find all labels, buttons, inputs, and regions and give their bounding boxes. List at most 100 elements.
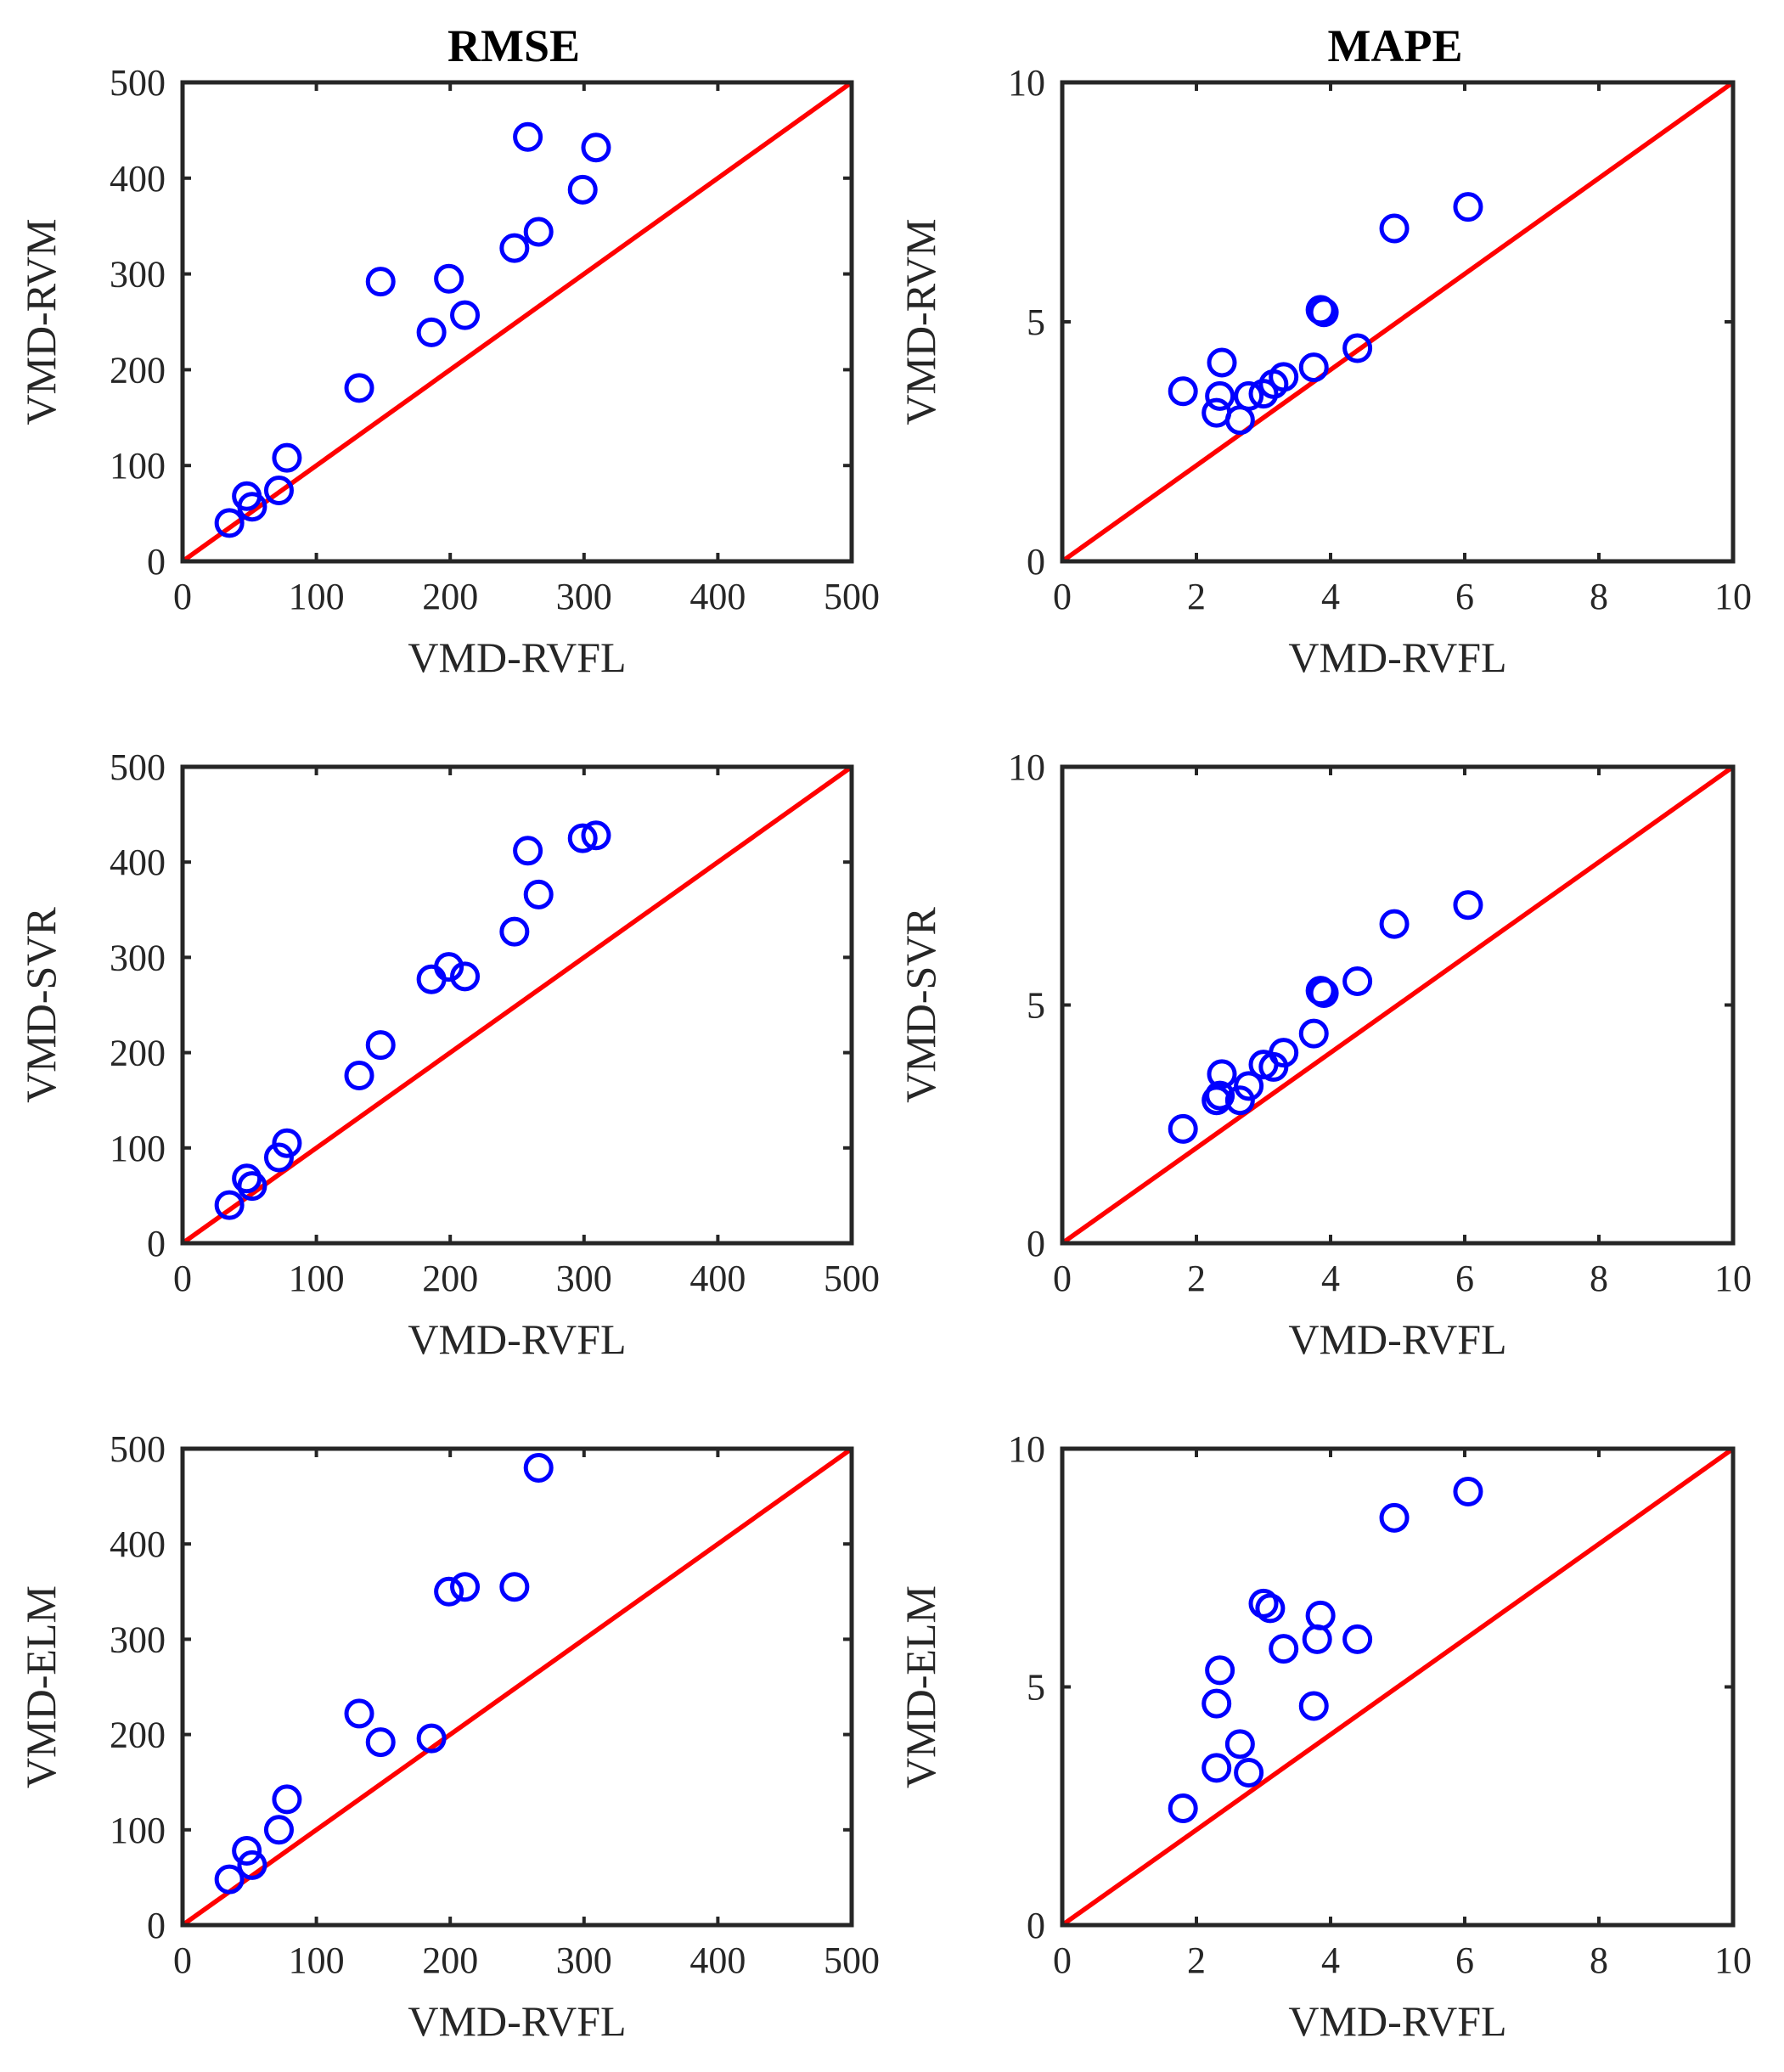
scatter-point-9 — [1298, 1691, 1329, 1721]
y-tick-label: 500 — [110, 746, 166, 788]
plot-frame — [180, 764, 854, 1246]
diagonal-reference-line — [181, 1446, 853, 1928]
scatter-point-4 — [272, 1784, 302, 1815]
scatter-point-3 — [263, 1142, 294, 1173]
x-tick-label: 500 — [824, 576, 880, 617]
scatter-point-5 — [1234, 1071, 1264, 1101]
scatter-point-8 — [1269, 1038, 1299, 1068]
scatter-point-9 — [450, 300, 481, 330]
scatter-point-11 — [1305, 1600, 1336, 1630]
y-axis-label: VMD-ELM — [897, 1585, 944, 1788]
mape-elm-vs-rvfl-panel: 0 2 4 6 8 10 0 5 10 VMD-RVFL VMD-ELM — [897, 1428, 1752, 2045]
scatter-point-5 — [344, 1061, 374, 1091]
x-tick-label: 200 — [422, 1258, 478, 1299]
x-tick-label: 10 — [1714, 576, 1752, 617]
x-tick-label: 4 — [1321, 1940, 1340, 1981]
scatter-point-8 — [434, 1576, 464, 1607]
scatter-point-2 — [237, 492, 267, 522]
x-axis-label: VMD-RVFL — [408, 1315, 626, 1363]
x-tick-label: 100 — [289, 1940, 345, 1981]
y-tick-label: 300 — [110, 1619, 166, 1660]
scatter-point-7 — [416, 964, 447, 994]
scatter-point-6 — [1248, 1588, 1279, 1619]
y-tick-label: 10 — [1008, 1428, 1045, 1470]
scatter-point-10 — [1302, 1624, 1332, 1654]
x-axis-label: VMD-RVFL — [1288, 633, 1506, 681]
y-tick-label: 5 — [1027, 1667, 1045, 1709]
x-tick-label: 6 — [1455, 1258, 1474, 1299]
scatter-point-6 — [365, 267, 396, 297]
x-tick-label: 300 — [556, 1940, 612, 1981]
y-tick-label: 0 — [147, 541, 166, 583]
x-tick-label: 100 — [289, 1258, 345, 1299]
x-tick-label: 500 — [824, 1258, 880, 1299]
scatter-point-11 — [513, 121, 543, 152]
scatter-point-8 — [1269, 362, 1299, 392]
x-tick-label: 8 — [1590, 1258, 1608, 1299]
y-tick-label: 0 — [1027, 1905, 1045, 1946]
diagonal-reference-line — [1061, 1446, 1735, 1928]
scatter-point-9 — [1298, 1018, 1329, 1049]
x-tick-label: 400 — [689, 1258, 746, 1299]
scatter-point-3 — [1205, 1655, 1235, 1686]
x-tick-label: 2 — [1187, 576, 1206, 617]
x-tick-label: 400 — [689, 576, 746, 617]
scatter-point-6 — [365, 1030, 396, 1061]
scatter-point-13 — [1379, 909, 1410, 939]
diagonal-reference-line — [181, 80, 853, 564]
scatter-point-4 — [272, 1128, 302, 1158]
scatter-point-4 — [1224, 1729, 1255, 1760]
scatter-point-14 — [581, 132, 611, 163]
x-axis-label: VMD-RVFL — [408, 633, 626, 681]
scatter-point-11 — [1308, 977, 1339, 1008]
y-tick-label: 500 — [110, 62, 166, 104]
y-tick-label: 200 — [110, 349, 166, 391]
x-tick-label: 200 — [422, 1940, 478, 1981]
rmse-svr-vs-rvfl-panel: 0 100 200 300 400 500 0 100 200 300 400 500 VMD-RVFL… — [17, 746, 880, 1363]
scatter-point-5 — [1234, 380, 1264, 411]
scatter-point-13 — [567, 174, 598, 205]
scatter-point-3 — [1207, 347, 1237, 378]
scatter-point-7 — [416, 1723, 447, 1754]
scatter-point-5 — [344, 373, 374, 403]
scatter-point-0 — [214, 1864, 245, 1895]
scatter-point-3 — [1207, 1059, 1237, 1089]
scatter-point-12 — [1342, 966, 1373, 996]
scatter-point-3 — [263, 1815, 294, 1845]
y-tick-label: 400 — [110, 842, 166, 883]
x-axis-label: VMD-RVFL — [1288, 1315, 1506, 1363]
x-tick-label: 6 — [1455, 1940, 1474, 1981]
y-tick-label: 200 — [110, 1033, 166, 1074]
scatter-point-0 — [1168, 1793, 1198, 1824]
y-tick-label: 100 — [110, 445, 166, 487]
scatter-point-11 — [513, 836, 543, 866]
x-axis-label: VMD-RVFL — [1288, 1997, 1506, 2045]
y-axis-label: VMD-ELM — [17, 1585, 65, 1788]
scatter-point-0 — [214, 508, 245, 538]
y-tick-label: 0 — [1027, 541, 1045, 583]
scatter-point-0 — [1168, 1113, 1198, 1144]
x-tick-label: 8 — [1590, 1940, 1608, 1981]
scatter-point-10 — [499, 1572, 530, 1602]
scatter-point-2 — [237, 1850, 267, 1880]
diagonal-reference-line — [181, 764, 853, 1246]
scatter-point-8 — [434, 952, 464, 983]
scatter-point-13 — [1379, 213, 1410, 244]
plot-frame — [180, 80, 854, 564]
x-tick-label: 8 — [1590, 576, 1608, 617]
rmse-elm-vs-rvfl-panel: 0 100 200 300 400 500 0 100 200 300 400 500 VMD-RVFL… — [17, 1428, 880, 2045]
mape-svr-vs-rvfl-panel: 0 2 4 6 8 10 0 5 10 VMD-RVFL VMD-SVR — [897, 746, 1752, 1363]
scatter-point-14 — [581, 820, 611, 851]
scatter-point-0 — [1168, 376, 1198, 407]
scatter-point-1 — [1202, 1753, 1232, 1783]
x-tick-label: 400 — [689, 1940, 746, 1981]
diagonal-reference-line — [1061, 764, 1735, 1246]
y-tick-label: 200 — [110, 1714, 166, 1756]
y-tick-label: 0 — [147, 1223, 166, 1264]
x-tick-label: 4 — [1321, 576, 1340, 617]
scatter-point-4 — [272, 442, 302, 473]
y-tick-label: 5 — [1027, 985, 1045, 1027]
scatter-point-9 — [450, 1572, 481, 1602]
scatter-point-1 — [232, 1163, 262, 1194]
